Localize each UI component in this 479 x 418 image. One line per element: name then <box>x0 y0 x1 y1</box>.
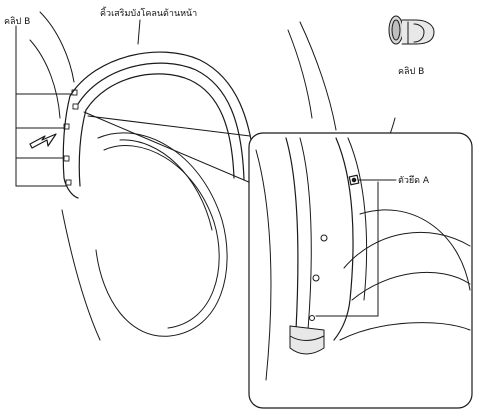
detail-fender-section <box>255 137 471 381</box>
clip-b-leader <box>15 25 73 187</box>
clip-b-illustration <box>388 15 435 45</box>
fender-flare-label: คิ้วเสริมบังโคลนด้านหน้า <box>100 6 197 19</box>
tire <box>95 132 228 337</box>
clip-b-label-left: คลิป B <box>4 16 30 27</box>
detail-callout-lines <box>83 111 259 187</box>
pull-direction-arrow <box>29 133 57 149</box>
fastener-a-label: ตัวยึด A <box>398 175 430 186</box>
fastener-a-leader <box>315 179 397 317</box>
clip-markers <box>63 89 79 186</box>
fender-flare <box>62 51 257 199</box>
fender-flare-leader <box>137 19 141 45</box>
clip-b-label-detail: คลิป B <box>398 66 424 77</box>
detail-box <box>248 132 473 409</box>
